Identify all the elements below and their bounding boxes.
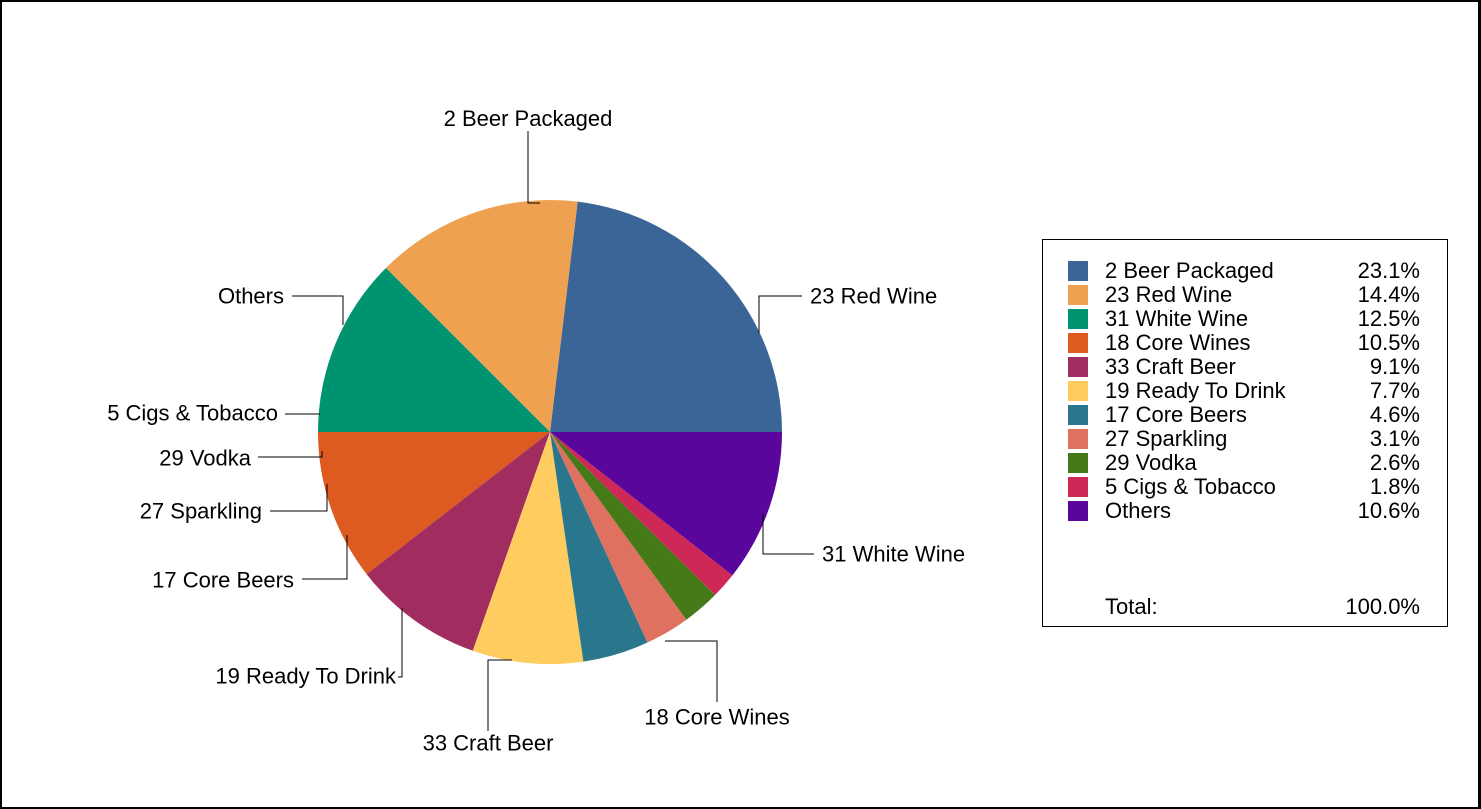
legend-total-row: Total: 100.0% [1043, 595, 1449, 619]
legend-percent: 23.1% [1357, 258, 1420, 283]
leader-line [758, 295, 802, 333]
slice-label: 33 Craft Beer [423, 731, 554, 756]
legend-swatch [1068, 309, 1088, 329]
slice-label: 29 Vodka [159, 446, 252, 471]
leader-line [762, 514, 814, 555]
legend-swatch [1068, 453, 1088, 473]
pie-slice [318, 267, 550, 432]
legend-percent: 7.7% [1369, 378, 1420, 403]
pie-slice [550, 432, 648, 662]
slice-label: 19 Ready To Drink [215, 664, 397, 689]
leader-line [258, 451, 323, 458]
legend-label: Others [1105, 498, 1172, 523]
legend-label: 23 Red Wine [1105, 282, 1233, 307]
legend-percent: 3.1% [1369, 426, 1420, 451]
pie-slice [366, 432, 550, 651]
legend-swatch [1068, 333, 1088, 353]
legend-item: 23 Red Wine 14.4% [1043, 283, 1449, 307]
legend-percent: 2.6% [1369, 450, 1420, 475]
slice-label: 27 Sparkling [140, 499, 262, 524]
slice-labels: 2 Beer Packaged 23 Red Wine 31 White Wine 1… [107, 106, 965, 756]
legend-label: 31 White Wine [1105, 306, 1249, 331]
legend-total-value: 100.0% [1345, 594, 1420, 619]
legend-percent: 14.4% [1357, 282, 1420, 307]
legend-label: 27 Sparkling [1105, 426, 1228, 451]
legend-swatch [1068, 261, 1088, 281]
leader-line [527, 131, 540, 204]
leader-line [302, 535, 348, 580]
pie-slice [472, 432, 584, 664]
legend-item: 5 Cigs & Tobacco 1.8% [1043, 475, 1449, 499]
legend-item: 29 Vodka 2.6% [1043, 451, 1449, 475]
slice-label: 2 Beer Packaged [444, 106, 613, 131]
legend-percent: 9.1% [1369, 354, 1420, 379]
leader-line [398, 608, 403, 678]
pie-slice [550, 432, 687, 643]
legend-percent: 10.5% [1357, 330, 1420, 355]
slice-label: 5 Cigs & Tobacco [107, 401, 278, 426]
legend-percent: 1.8% [1369, 474, 1420, 499]
legend-item: 2 Beer Packaged 23.1% [1043, 259, 1449, 283]
legend-swatch [1068, 405, 1088, 425]
slice-label: 18 Core Wines [644, 705, 790, 730]
legend-swatch [1068, 285, 1088, 305]
pie-slices [318, 199, 782, 664]
legend-percent: 12.5% [1357, 306, 1420, 331]
legend-item: 17 Core Beers 4.6% [1043, 403, 1449, 427]
legend-label: 5 Cigs & Tobacco [1105, 474, 1276, 499]
legend-item: 33 Craft Beer 9.1% [1043, 355, 1449, 379]
pie-slice [550, 432, 782, 576]
legend-item: 27 Sparkling 3.1% [1043, 427, 1449, 451]
leader-lines [258, 131, 814, 731]
slice-label: 17 Core Beers [152, 568, 294, 593]
legend-swatch [1068, 357, 1088, 377]
legend-swatch [1068, 501, 1088, 521]
leader-line [665, 640, 718, 702]
legend-swatch [1068, 381, 1088, 401]
legend-swatch [1068, 429, 1088, 449]
legend-label: 18 Core Wines [1105, 330, 1251, 355]
legend-item: 18 Core Wines 10.5% [1043, 331, 1449, 355]
slice-label: 23 Red Wine [810, 284, 937, 309]
legend-percent: 4.6% [1369, 402, 1420, 427]
legend-label: 33 Craft Beer [1105, 354, 1236, 379]
pie-slice [550, 201, 782, 432]
legend-label: 17 Core Beers [1105, 402, 1247, 427]
legend-label: 29 Vodka [1105, 450, 1197, 475]
legend-item: 31 White Wine 12.5% [1043, 307, 1449, 331]
slice-label: Others [218, 284, 284, 309]
leader-line [487, 659, 512, 731]
pie-slice [550, 432, 733, 596]
pie-slice [385, 199, 578, 432]
legend-label: 2 Beer Packaged [1105, 258, 1274, 283]
legend-percent: 10.6% [1357, 498, 1420, 523]
legend-label: 19 Ready To Drink [1105, 378, 1286, 403]
slice-label: 31 White Wine [822, 542, 965, 567]
legend-total-label: Total: [1105, 594, 1158, 619]
leader-line [292, 295, 344, 325]
legend-item: Others 10.6% [1043, 499, 1449, 523]
pie-slice [550, 432, 716, 620]
pie-slice [318, 432, 550, 575]
leader-line [270, 484, 328, 512]
legend-swatch [1068, 477, 1088, 497]
legend: 2 Beer Packaged 23.1% 23 Red Wine 14.4% 31 W… [1042, 239, 1448, 627]
legend-item: 19 Ready To Drink 7.7% [1043, 379, 1449, 403]
